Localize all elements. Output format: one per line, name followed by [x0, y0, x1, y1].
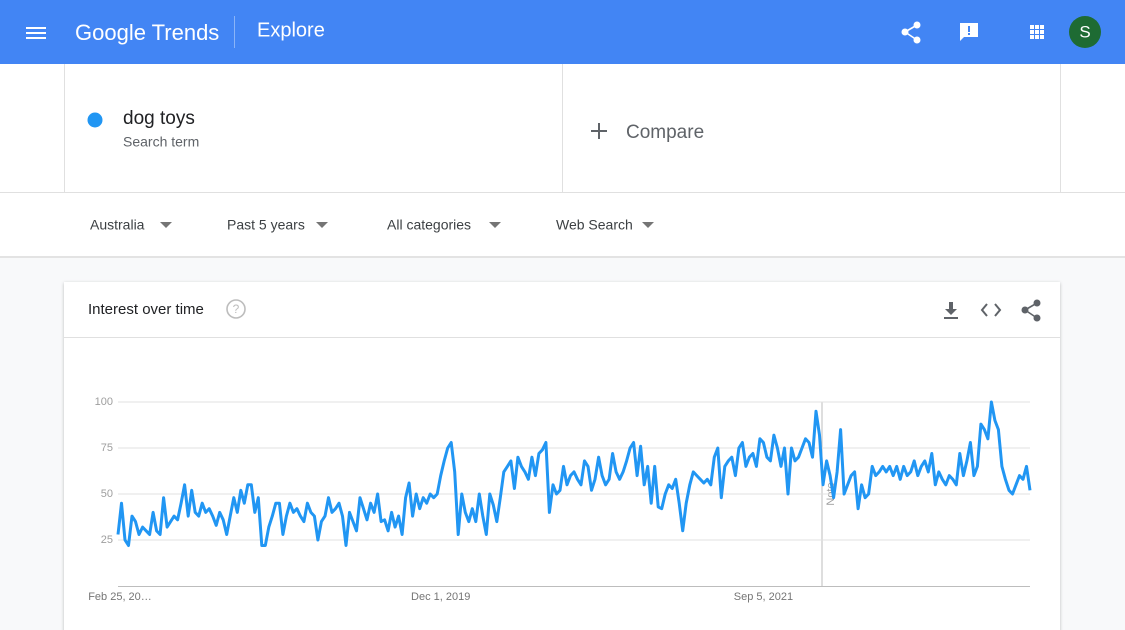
share-button[interactable] [1021, 299, 1041, 322]
avatar-letter: S [1079, 22, 1090, 41]
search-term[interactable]: dog toys [123, 108, 195, 129]
filter-dropdown[interactable]: Web Search [556, 217, 633, 233]
trend-line [116, 400, 1032, 547]
y-tick-label: 75 [101, 442, 113, 454]
divider [64, 64, 65, 192]
divider [1060, 64, 1061, 192]
divider [64, 337, 1060, 338]
y-tick-label: 100 [95, 396, 113, 408]
dropdown-arrow [642, 222, 654, 228]
menu-button[interactable] [26, 27, 46, 39]
y-tick-label: 25 [101, 534, 113, 546]
compare-icon [591, 123, 607, 139]
divider [234, 16, 235, 48]
y-tick-label: 50 [101, 488, 113, 500]
apps-button[interactable] [1030, 25, 1044, 39]
section-title: Explore [257, 19, 325, 41]
compare-button[interactable]: Compare [626, 122, 704, 143]
dropdown-arrow [489, 222, 501, 228]
filter-dropdown[interactable]: Australia [90, 217, 145, 233]
divider [562, 64, 563, 192]
help-icon[interactable]: ? [226, 299, 246, 319]
brand[interactable]: Google Trends [75, 20, 219, 45]
svg-text:?: ? [233, 302, 240, 316]
embed-button[interactable] [980, 303, 1002, 317]
avatar[interactable] [1069, 16, 1101, 48]
x-tick-label: Dec 1, 2019 [411, 591, 470, 603]
x-tick-label: Sep 5, 2021 [734, 591, 793, 603]
feedback-button[interactable] [960, 23, 978, 41]
term-color [87, 112, 103, 128]
search-term-hint: Search term [123, 134, 199, 150]
app-bar [0, 0, 1125, 64]
filter-dropdown[interactable]: All categories [387, 217, 471, 233]
share-button[interactable] [901, 21, 921, 44]
dropdown-arrow [160, 222, 172, 228]
filter-dropdown[interactable]: Past 5 years [227, 217, 305, 233]
card-title: Interest over time [88, 301, 204, 318]
chart-card [64, 282, 1060, 630]
dropdown-arrow [316, 222, 328, 228]
shadow [0, 256, 1125, 258]
download-button[interactable] [944, 302, 958, 319]
divider [0, 192, 1125, 193]
x-tick-label: Feb 25, 20… [88, 591, 152, 603]
